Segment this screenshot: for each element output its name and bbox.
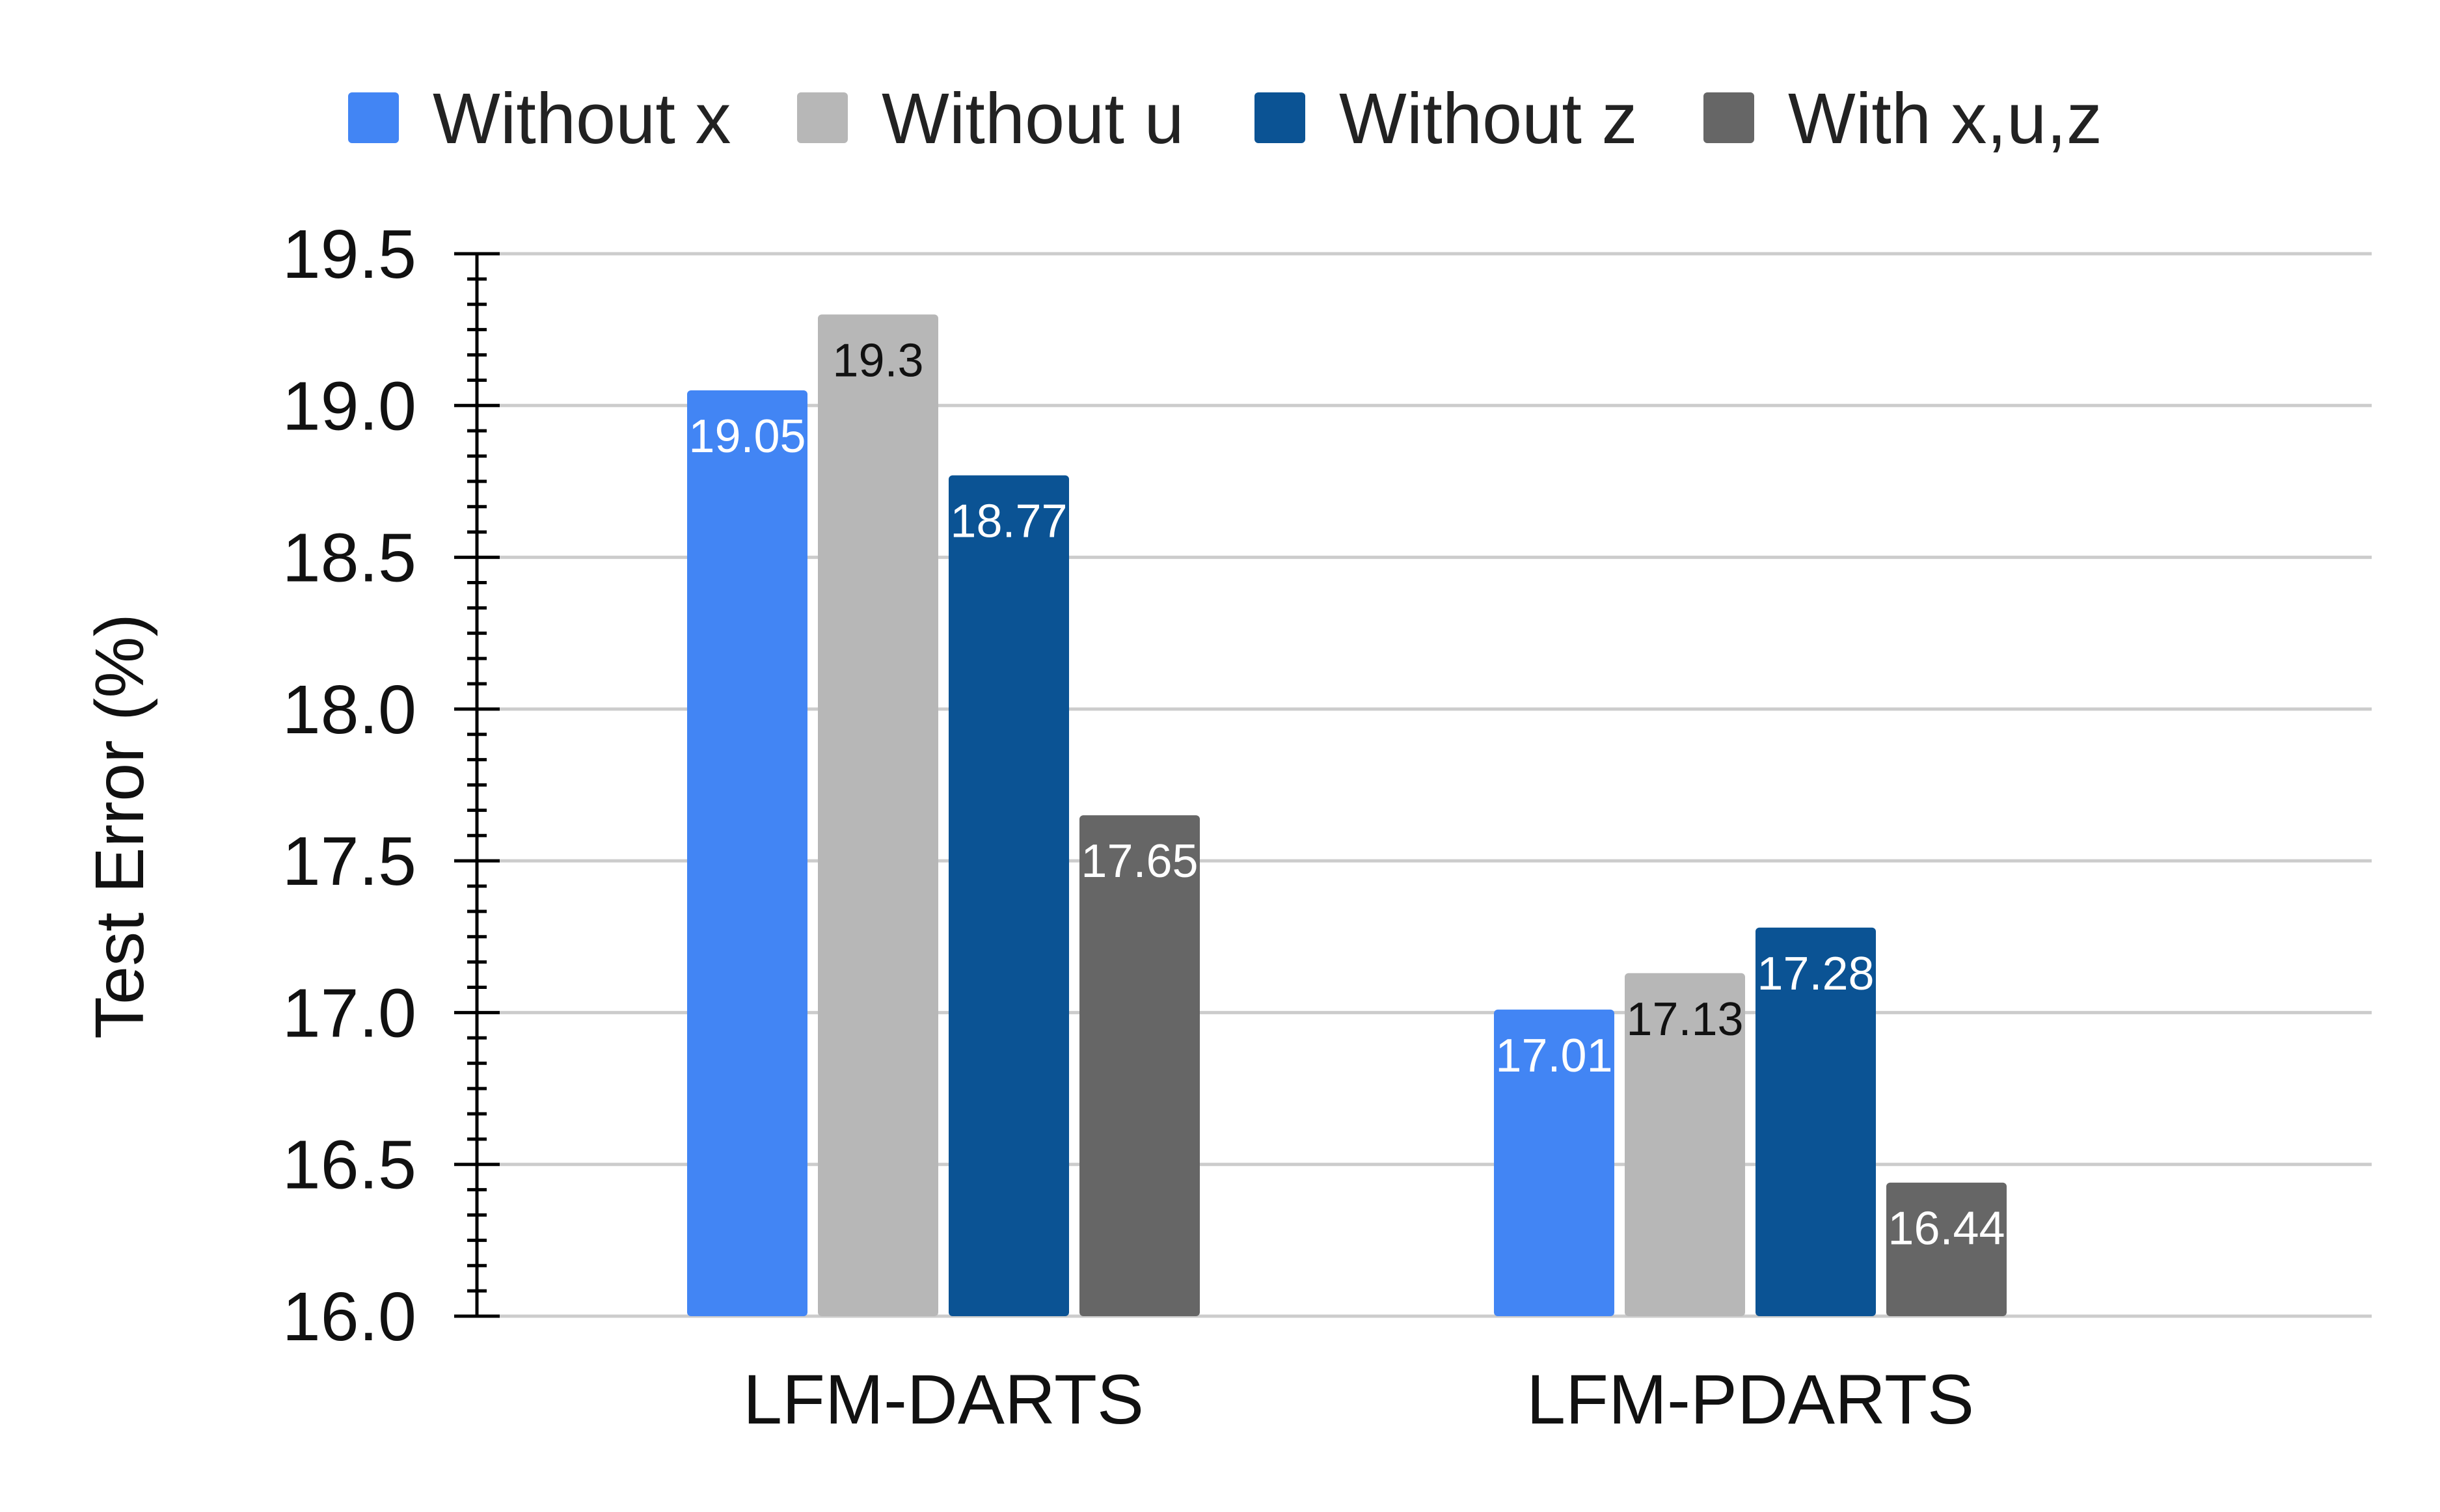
data-label: 17.01 xyxy=(1495,1030,1612,1082)
y-tick-label: 17.5 xyxy=(282,823,416,900)
data-labels: 19.05 19.3 18.77 17.65 17.01 17.13 17.28 16.44 xyxy=(688,334,2005,1254)
data-label: 17.13 xyxy=(1626,993,1743,1046)
data-label: 18.77 xyxy=(950,496,1067,548)
y-tick-label: 19.0 xyxy=(282,368,416,444)
bar xyxy=(1886,1182,2007,1316)
legend-label: Without x xyxy=(433,79,731,159)
y-tick-label: 19.5 xyxy=(282,216,416,293)
data-label: 19.05 xyxy=(688,411,806,463)
legend-swatch xyxy=(348,92,399,143)
legend-label: Without z xyxy=(1339,79,1637,159)
bar xyxy=(687,390,807,1316)
data-label: 19.3 xyxy=(832,334,923,386)
y-axis: 16.0 16.5 17.0 17.5 18.0 18.5 19.0 19.5 LFM-DART… xyxy=(282,216,1974,1438)
data-label: 17.65 xyxy=(1081,835,1198,887)
y-tick-label: 17.0 xyxy=(282,975,416,1051)
data-label: 17.28 xyxy=(1757,948,1874,1000)
bar xyxy=(1755,927,1876,1316)
bar xyxy=(1494,1009,1614,1316)
y-axis-title: Test Error (%) xyxy=(81,614,158,1039)
y-tick-label: 16.5 xyxy=(282,1127,416,1204)
bar xyxy=(1079,815,1200,1316)
y-tick-label: 18.5 xyxy=(282,520,416,597)
bar xyxy=(949,475,1069,1316)
legend-swatch xyxy=(797,92,848,143)
y-tick-label: 18.0 xyxy=(282,671,416,748)
legend-label: With x,u,z xyxy=(1788,79,2102,159)
bar xyxy=(1625,973,1745,1316)
bars xyxy=(687,314,2007,1316)
legend: Without x Without u Without z With x,u,z xyxy=(348,79,2102,159)
x-category-label: LFM-DARTS xyxy=(743,1360,1144,1438)
data-label: 16.44 xyxy=(1888,1203,2005,1255)
legend-label: Without u xyxy=(882,79,1184,159)
bar xyxy=(818,314,938,1316)
y-tick-label: 16.0 xyxy=(282,1278,416,1355)
legend-swatch xyxy=(1254,92,1305,143)
legend-swatch xyxy=(1703,92,1754,143)
x-category-label: LFM-PDARTS xyxy=(1526,1360,1974,1438)
